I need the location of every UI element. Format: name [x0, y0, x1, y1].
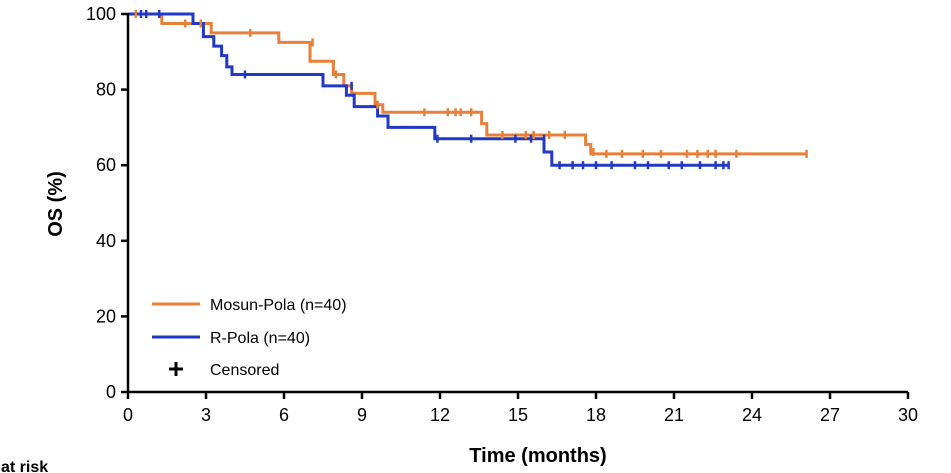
- legend: Mosun-Pola (n=40) R-Pola (n=40) Censored: [152, 297, 347, 379]
- x-axis-title: Time (months): [469, 445, 606, 467]
- x-tick-label: 0: [123, 405, 133, 425]
- x-tick-label: 30: [898, 405, 918, 425]
- x-tick-label: 18: [586, 405, 606, 425]
- legend-label-r-pola: R-Pola (n=40): [210, 330, 310, 347]
- x-tick-label: 12: [430, 405, 450, 425]
- y-ticks: 0 20 40 60 80 100: [86, 4, 128, 402]
- x-ticks: 0 3 6 9 12 15 18 21 24 27 30: [123, 392, 918, 425]
- y-tick-label: 100: [86, 4, 116, 24]
- x-tick-label: 6: [279, 405, 289, 425]
- series-line-1: [128, 12, 729, 167]
- x-tick-label: 9: [357, 405, 367, 425]
- x-tick-label: 3: [201, 405, 211, 425]
- y-tick-label: 60: [96, 155, 116, 175]
- legend-label-mosun-pola: Mosun-Pola (n=40): [210, 297, 347, 314]
- x-tick-label: 24: [742, 405, 762, 425]
- x-tick-label: 15: [508, 405, 528, 425]
- y-tick-label: 40: [96, 231, 116, 251]
- y-tick-label: 0: [106, 382, 116, 402]
- x-tick-label: 21: [664, 405, 684, 425]
- x-tick-label: 27: [820, 405, 840, 425]
- y-tick-label: 80: [96, 80, 116, 100]
- censor-marks: [134, 10, 808, 170]
- risk-table-title: at risk: [1, 459, 48, 473]
- y-tick-label: 20: [96, 306, 116, 326]
- legend-censored-plus-icon: [169, 362, 183, 376]
- legend-label-censored: Censored: [210, 362, 279, 379]
- series-lines: [128, 12, 807, 167]
- y-axis-title: OS (%): [45, 171, 67, 237]
- series-line-0: [128, 12, 807, 156]
